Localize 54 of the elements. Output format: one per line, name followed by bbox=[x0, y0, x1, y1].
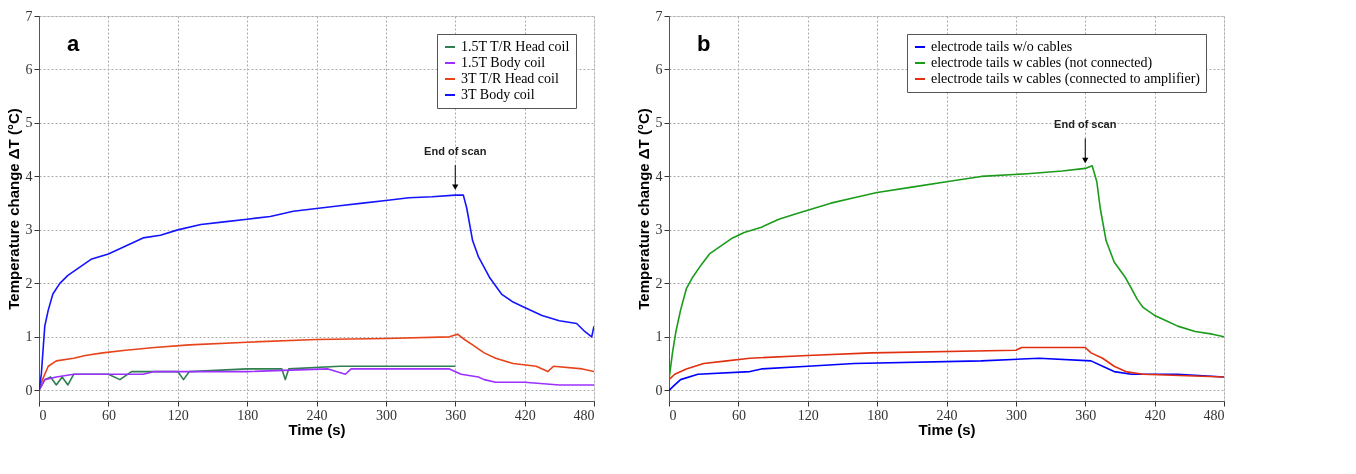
x-tick-label: 180 bbox=[237, 407, 259, 423]
annotation: End of scan bbox=[424, 145, 487, 158]
x-tick-label: 120 bbox=[797, 407, 819, 423]
y-tick-label: 6 bbox=[655, 61, 663, 77]
y-tick-label: 2 bbox=[25, 275, 33, 291]
y-tick-label: 7 bbox=[25, 8, 33, 24]
y-tick-label: 1 bbox=[655, 329, 663, 345]
y-tick-label: 4 bbox=[655, 168, 663, 184]
y-tick-label: 3 bbox=[655, 222, 663, 238]
x-tick-label: 0 bbox=[39, 407, 47, 423]
x-tick-label: 240 bbox=[306, 407, 328, 423]
y-tick-label: 2 bbox=[655, 275, 663, 291]
y-axis-title: Temperature change ΔT (°C) bbox=[4, 108, 22, 310]
x-tick-label: 360 bbox=[1075, 407, 1097, 423]
y-tick-label: 3 bbox=[25, 222, 33, 238]
y-axis-title: Temperature change ΔT (°C) bbox=[634, 108, 652, 310]
y-tick-label: 5 bbox=[25, 115, 33, 131]
x-axis-title: Time (s) bbox=[288, 420, 346, 438]
line-series bbox=[39, 194, 594, 392]
y-tick-label: 0 bbox=[25, 382, 33, 398]
x-tick-label: 0 bbox=[669, 407, 677, 423]
legend-label: electrode tails w/o cables bbox=[931, 39, 1073, 54]
legend-label: 1.5T Body coil bbox=[461, 55, 546, 70]
x-tick-label: 300 bbox=[375, 407, 397, 423]
y-tick-label: 1 bbox=[25, 329, 33, 345]
y-tick-label: 7 bbox=[655, 8, 663, 24]
legend-label: 1.5T T/R Head coil bbox=[461, 39, 570, 54]
legend-label: 3T Body coil bbox=[461, 87, 535, 102]
x-tick-label: 420 bbox=[514, 407, 536, 423]
legend-label: 3T T/R Head coil bbox=[461, 71, 559, 86]
line-series bbox=[669, 346, 1224, 381]
x-tick-label: 480 bbox=[573, 407, 595, 423]
x-tick-label: 240 bbox=[936, 407, 958, 423]
y-tick-label: 5 bbox=[655, 115, 663, 131]
line-series bbox=[39, 368, 594, 392]
line-series bbox=[669, 164, 1224, 381]
x-tick-label: 180 bbox=[867, 407, 889, 423]
line-series bbox=[39, 333, 594, 389]
legend-label: electrode tails w cables (not connected) bbox=[931, 55, 1153, 71]
x-tick-label: 480 bbox=[1203, 407, 1225, 423]
annotation: a bbox=[67, 31, 80, 56]
y-tick-label: 6 bbox=[25, 61, 33, 77]
x-tick-label: 120 bbox=[167, 407, 189, 423]
x-tick-label: 300 bbox=[1005, 407, 1027, 423]
legend-label: electrode tails w cables (connected to amplifier) bbox=[931, 71, 1201, 87]
x-tick-label: 60 bbox=[731, 407, 746, 423]
x-tick-label: 420 bbox=[1144, 407, 1166, 423]
y-tick-label: 4 bbox=[25, 168, 33, 184]
x-axis-title: Time (s) bbox=[918, 420, 976, 438]
annotation: End of scan bbox=[1054, 118, 1117, 131]
x-tick-label: 60 bbox=[101, 407, 116, 423]
x-tick-label: 360 bbox=[445, 407, 467, 423]
y-tick-label: 0 bbox=[655, 382, 663, 398]
annotation: b bbox=[697, 31, 711, 56]
